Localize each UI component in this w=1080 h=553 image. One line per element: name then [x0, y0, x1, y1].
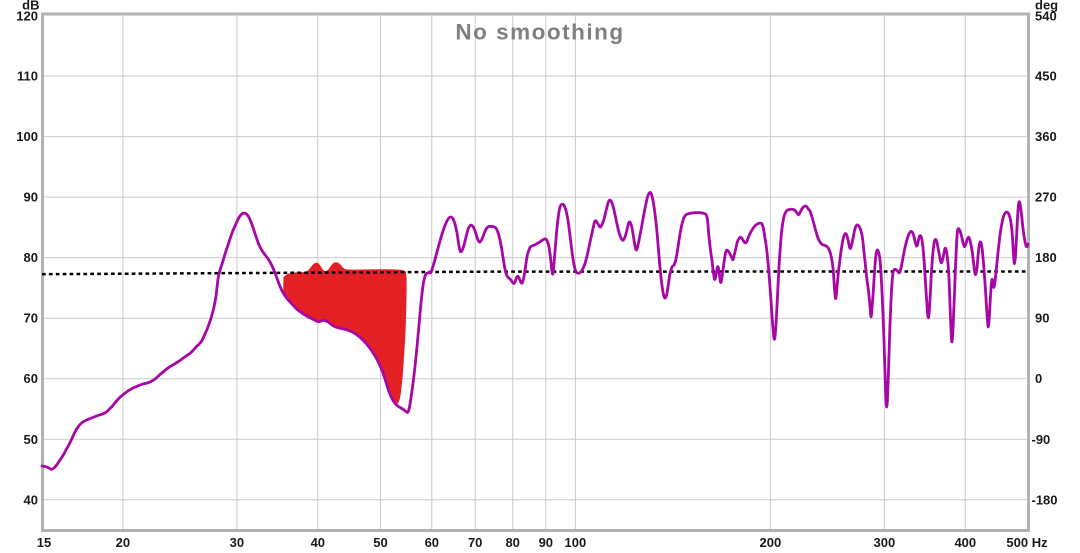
svg-text:100: 100 — [565, 535, 587, 550]
svg-text:100: 100 — [16, 129, 38, 144]
svg-text:deg: deg — [1035, 0, 1058, 13]
svg-text:90: 90 — [539, 535, 553, 550]
svg-text:0: 0 — [1035, 371, 1042, 386]
svg-text:450: 450 — [1035, 69, 1057, 84]
svg-text:400: 400 — [954, 535, 976, 550]
svg-text:60: 60 — [24, 371, 38, 386]
svg-text:-90: -90 — [1032, 432, 1051, 447]
svg-text:90: 90 — [1035, 311, 1049, 326]
svg-text:500 Hz: 500 Hz — [1006, 535, 1048, 550]
svg-text:80: 80 — [24, 250, 38, 265]
svg-text:80: 80 — [505, 535, 519, 550]
svg-text:120: 120 — [16, 9, 38, 24]
svg-text:-180: -180 — [1032, 492, 1058, 507]
svg-text:20: 20 — [116, 535, 130, 550]
svg-text:200: 200 — [760, 535, 782, 550]
svg-text:50: 50 — [373, 535, 387, 550]
svg-text:70: 70 — [24, 311, 38, 326]
svg-text:40: 40 — [24, 492, 38, 507]
svg-text:270: 270 — [1035, 190, 1057, 205]
svg-text:15: 15 — [37, 535, 51, 550]
svg-text:90: 90 — [24, 190, 38, 205]
svg-text:30: 30 — [230, 535, 244, 550]
svg-text:No smoothing: No smoothing — [455, 20, 624, 45]
svg-text:60: 60 — [425, 535, 439, 550]
svg-text:360: 360 — [1035, 129, 1057, 144]
svg-text:540: 540 — [1035, 9, 1057, 24]
svg-text:50: 50 — [24, 432, 38, 447]
svg-text:dB: dB — [22, 0, 39, 13]
svg-text:110: 110 — [17, 69, 38, 84]
svg-text:180: 180 — [1035, 250, 1057, 265]
svg-text:40: 40 — [311, 535, 325, 550]
svg-text:300: 300 — [874, 535, 896, 550]
svg-text:70: 70 — [468, 535, 482, 550]
